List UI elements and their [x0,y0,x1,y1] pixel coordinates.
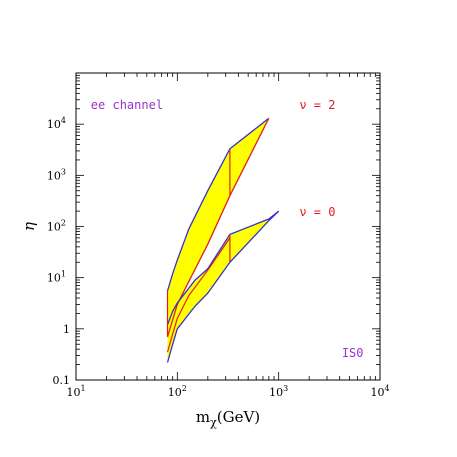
annotation-3: IS0 [342,346,364,360]
x-tick-label: 103 [269,384,288,399]
y-tick-label: 1 [63,323,70,336]
plot-frame [75,72,381,381]
y-axis-title: η [20,222,38,231]
tick-label-group: 101 102 103 104 0.1 1 101 102 103 104 [47,116,390,399]
x-tick-label: 104 [370,384,389,399]
x-tick-label: 101 [66,384,85,399]
y-tick-label: 104 [47,116,66,131]
x-tick-label: 102 [168,384,187,399]
y-tick-label: 101 [47,270,66,285]
band-inner-edge-0 [166,237,231,353]
y-tick-label: 102 [47,219,66,234]
y-tick-label: 103 [47,167,66,182]
band-upper-edge-1 [166,210,280,326]
tick-group [75,73,380,381]
annotation-group: ee channel ν = 2 ν = 0 IS0 [91,98,364,360]
annotation-2: ν = 0 [299,205,335,219]
annotation-1: ν = 2 [299,98,335,112]
band-lower-edge-1 [166,210,280,363]
x-axis-title: mχ(GeV) [196,408,260,429]
annotation-0: ee channel [91,98,163,112]
band-edge-group [166,117,280,363]
y-tick-label: 0.1 [53,374,71,387]
